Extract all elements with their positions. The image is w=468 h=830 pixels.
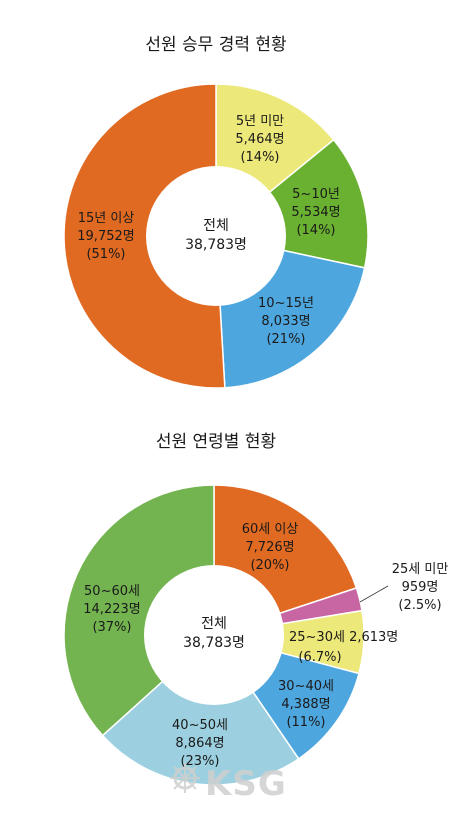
svg-text:(21%): (21%): [266, 332, 305, 347]
age-label-under25: 25세 미만 959명 (2.5%): [392, 562, 449, 613]
experience-label-5to10: 5~10년 5,534명 (14%): [291, 187, 340, 238]
age-chart-title: 선원 연령별 현황: [156, 432, 276, 452]
age-center-total: 38,783명: [183, 635, 245, 651]
age-donut-hole: [144, 565, 284, 705]
age-label-50to60: 50~60세 14,223명 (37%): [83, 584, 140, 635]
svg-text:50~60세: 50~60세: [84, 584, 140, 599]
svg-text:30~40세: 30~40세: [278, 679, 334, 694]
svg-text:14,223명: 14,223명: [83, 602, 140, 617]
svg-text:5~10년: 5~10년: [292, 187, 340, 202]
age-slice-5: [63, 484, 215, 737]
svg-text:(37%): (37%): [92, 620, 131, 635]
svg-text:(20%): (20%): [250, 558, 289, 573]
age-center-label: 전체: [201, 616, 227, 632]
svg-text:(23%): (23%): [180, 754, 219, 769]
svg-text:(14%): (14%): [240, 150, 279, 165]
svg-text:60세 이상: 60세 이상: [242, 522, 299, 537]
age-slice-4: [101, 633, 300, 786]
age-label-40to50: 40~50세 8,864명 (23%): [172, 718, 228, 769]
svg-text:25세 미만: 25세 미만: [392, 562, 449, 577]
svg-text:8,033명: 8,033명: [261, 314, 310, 329]
experience-slice-3: [63, 83, 226, 389]
age-chart: 선원 연령별 현황 전체 38,783명 60세 이상 7,726명 (20%)…: [63, 432, 449, 786]
svg-text:25~30세 2,613명: 25~30세 2,613명: [289, 630, 398, 645]
svg-text:7,726명: 7,726명: [245, 540, 294, 555]
ship-wheel-icon: [170, 763, 200, 793]
svg-text:8,864명: 8,864명: [175, 736, 224, 751]
svg-text:4,388명: 4,388명: [281, 697, 330, 712]
experience-center-total: 38,783명: [185, 237, 247, 253]
svg-text:5년 미만: 5년 미만: [236, 114, 284, 129]
svg-text:15년 이상: 15년 이상: [78, 211, 135, 226]
experience-label-lt5: 5년 미만 5,464명 (14%): [235, 114, 284, 165]
age-label-30to40: 30~40세 4,388명 (11%): [278, 679, 334, 730]
svg-text:(51%): (51%): [86, 247, 125, 262]
experience-label-10to15: 10~15년 8,033명 (21%): [258, 296, 314, 347]
experience-chart: 선원 승무 경력 현황 전체 38,783명 5년 미만 5,464명 (14%…: [63, 35, 369, 389]
svg-text:10~15년: 10~15년: [258, 296, 314, 311]
age-label-25to30: 25~30세 2,613명 (6.7%): [289, 630, 398, 665]
age-label-60plus: 60세 이상 7,726명 (20%): [242, 522, 299, 573]
svg-text:(14%): (14%): [296, 223, 335, 238]
experience-label-15plus: 15년 이상 19,752명 (51%): [77, 211, 134, 262]
svg-text:(2.5%): (2.5%): [398, 598, 441, 613]
svg-text:959명: 959명: [402, 580, 439, 595]
ksg-watermark: KSG: [170, 763, 287, 804]
watermark-text: KSG: [205, 764, 287, 804]
experience-center-label: 전체: [203, 218, 229, 234]
age-leader-line-under25: [359, 585, 389, 603]
experience-donut-hole: [146, 166, 286, 306]
svg-text:(6.7%): (6.7%): [298, 650, 341, 665]
svg-text:40~50세: 40~50세: [172, 718, 228, 733]
svg-text:(11%): (11%): [286, 715, 325, 730]
svg-text:5,464명: 5,464명: [235, 132, 284, 147]
svg-text:19,752명: 19,752명: [77, 229, 134, 244]
svg-text:5,534명: 5,534명: [291, 205, 340, 220]
experience-chart-title: 선원 승무 경력 현황: [145, 35, 286, 55]
